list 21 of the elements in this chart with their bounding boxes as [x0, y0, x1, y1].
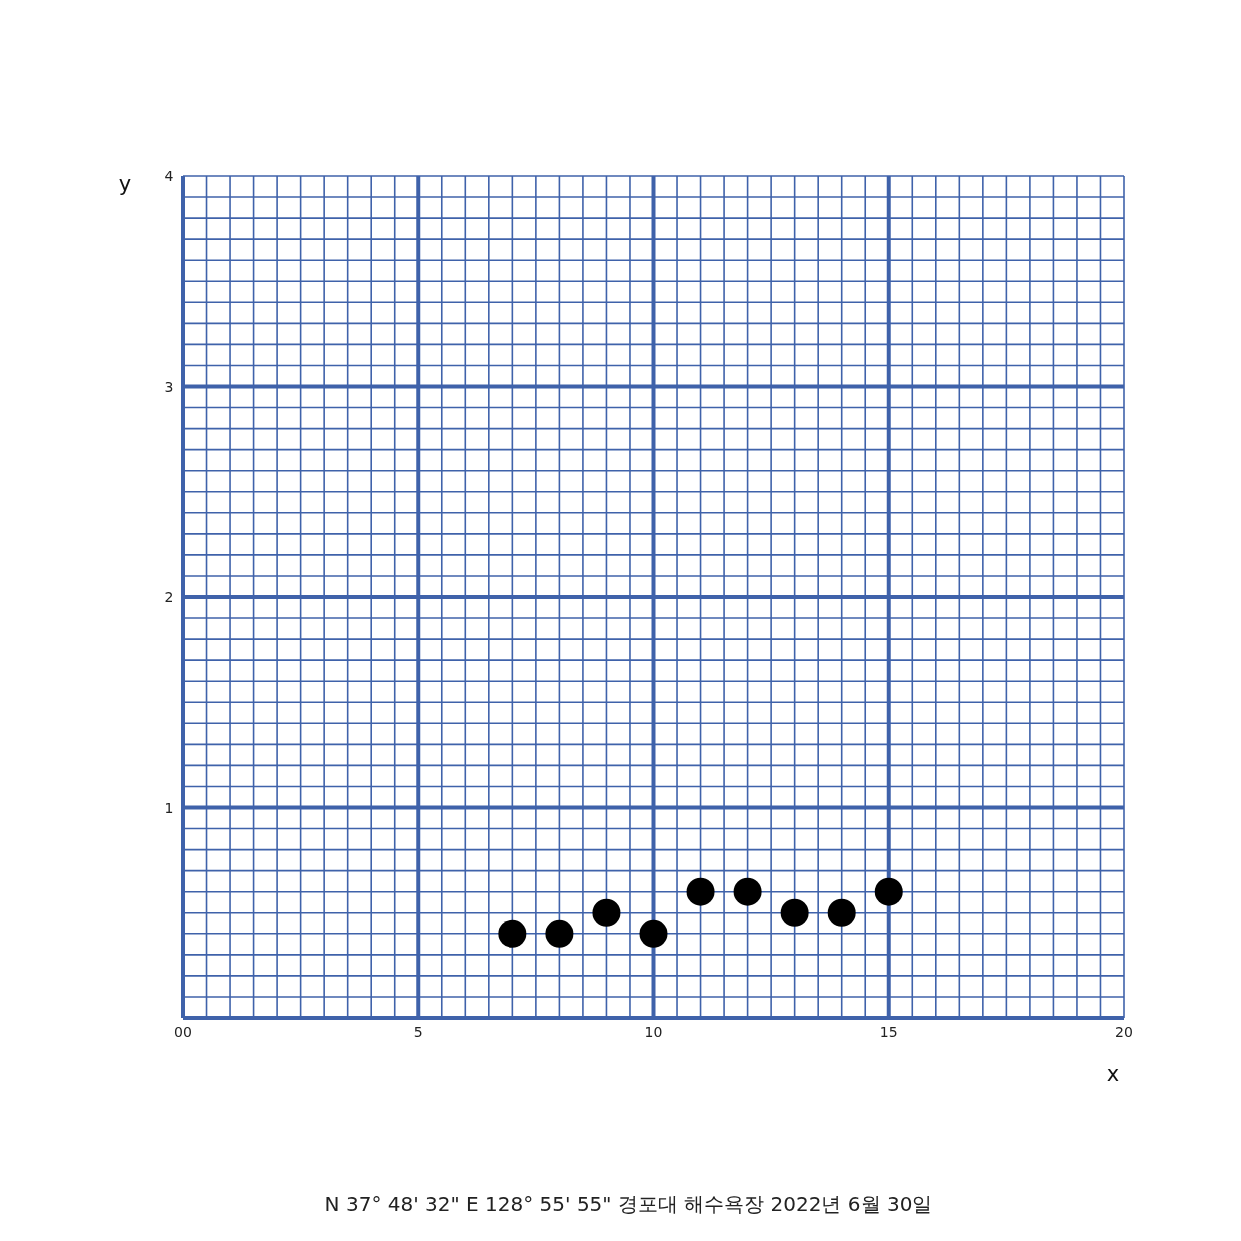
point [592, 898, 621, 927]
x-tick-label: 00 [174, 1024, 192, 1040]
point [733, 877, 762, 906]
point [874, 877, 903, 906]
y-tick-label: 4 [164, 168, 174, 184]
y-tick-label: 3 [164, 378, 174, 395]
y-tick-label: 1 [164, 799, 174, 816]
y-tick-label: 2 [164, 589, 174, 605]
point [686, 877, 715, 906]
x-axis-title: x [1106, 1062, 1120, 1086]
point [827, 898, 856, 927]
point [639, 919, 668, 948]
point [545, 919, 574, 948]
point [498, 919, 527, 948]
x-tick-label: 10 [644, 1024, 663, 1040]
point [780, 898, 809, 927]
x-tick-label: 20 [1115, 1024, 1133, 1040]
x-tick-label: 15 [879, 1024, 898, 1040]
text: N 37° 48' 32" E 128° 55' 55" 경포대 해수욕장 2022년 6월 30일 [324, 1192, 933, 1216]
x-tick-label: 5 [413, 1024, 423, 1040]
y-axis-title: y [118, 172, 132, 196]
